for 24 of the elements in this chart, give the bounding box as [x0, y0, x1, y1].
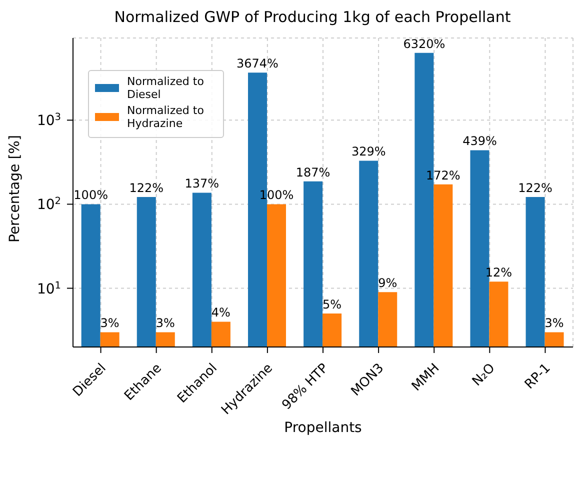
data-label: 3674%: [236, 56, 278, 71]
data-label: 9%: [378, 276, 398, 290]
data-label: 439%: [462, 134, 497, 148]
data-label: 5%: [322, 298, 342, 312]
y-tick-label: 10$^{3}$: [36, 112, 61, 130]
data-label: 4%: [211, 306, 230, 320]
x-axis-title: Propellants: [284, 420, 362, 436]
y-axis-title: Percentage [%]: [6, 135, 23, 242]
data-label: 137%: [184, 176, 220, 191]
data-label: 122%: [518, 180, 552, 195]
legend-label: Normalized to Diesel: [127, 75, 205, 101]
data-label: 6320%: [403, 36, 446, 51]
chart-title: Normalized GWP of Producing 1kg of each Propellant: [113, 8, 512, 28]
data-label: 122%: [129, 180, 164, 195]
legend-label: Normalized to Hydrazine: [127, 104, 205, 130]
y-tick-label: 10$^{2}$: [36, 196, 61, 214]
data-label: 329%: [351, 144, 386, 159]
data-label: 100%: [74, 188, 108, 202]
data-label: 3%: [544, 316, 564, 330]
data-label: 187%: [296, 165, 330, 180]
data-label: 3%: [100, 316, 120, 330]
x-tick-label: N₂O: [470, 360, 498, 390]
y-tick-label: 10$^{1}$: [36, 280, 61, 298]
data-label: 3%: [156, 316, 175, 330]
